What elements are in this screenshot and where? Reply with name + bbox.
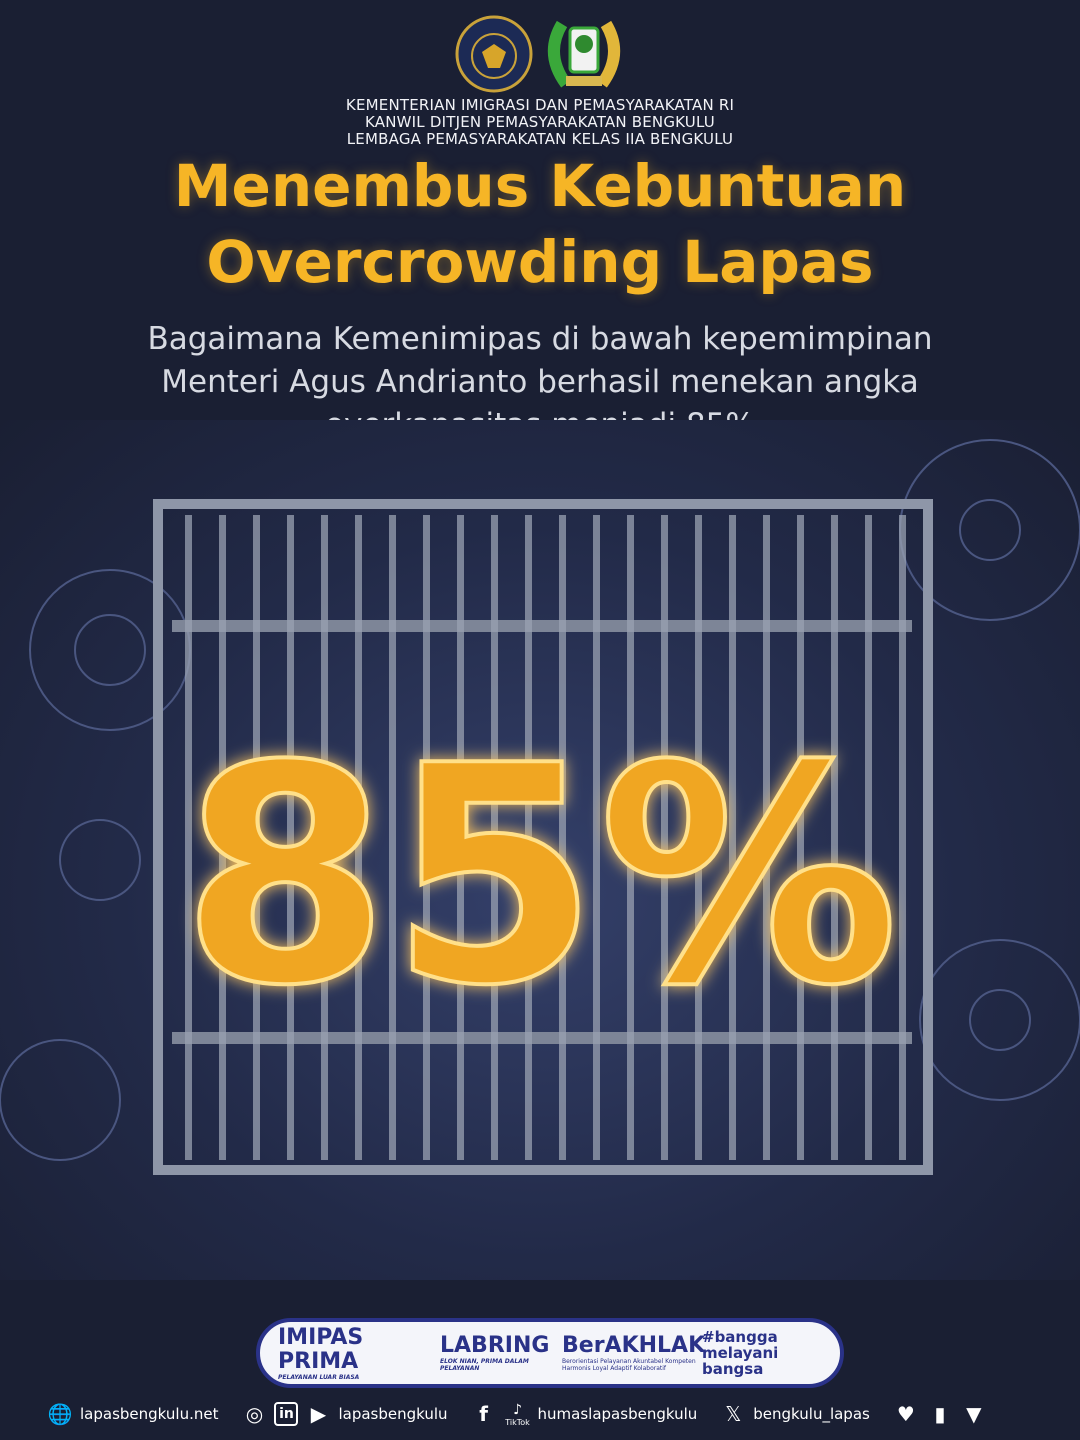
- bookmark-icon: ▮: [934, 1402, 946, 1426]
- cell-bar: [865, 515, 872, 1160]
- badges-bar: IMIPAS PRIMA PELAYANAN LUAR BIASA LABRING…: [256, 1318, 844, 1388]
- badge-name: LABRING: [440, 1333, 550, 1358]
- badge-name: IMIPAS PRIMA: [278, 1324, 364, 1374]
- social-handle[interactable]: lapasbengkulu: [338, 1405, 448, 1423]
- title-line: Menembus Kebuntuan: [173, 152, 907, 220]
- cell-bar: [695, 515, 702, 1160]
- cell-bar: [389, 515, 396, 1160]
- cell-frame: [153, 499, 933, 1175]
- cell-bar: [627, 515, 634, 1160]
- badge-name: BerAKHLAK: [562, 1333, 706, 1358]
- institution-name: KEMENTERIAN IMIGRASI DAN PEMASYARAKATAN …: [0, 97, 1080, 148]
- badge-labring: LABRING ELOK NIAN, PRIMA DALAM PELAYANAN: [440, 1333, 562, 1373]
- cell-bar: [559, 515, 566, 1160]
- cell-bar: [831, 515, 838, 1160]
- logos: [0, 14, 1080, 94]
- badge-name: #bangga melayani bangsa: [702, 1328, 779, 1378]
- overcapacity-figure: 85%: [181, 702, 899, 1051]
- institution-line: LEMBAGA PEMASYARAKATAN KELAS IIA BENGKUL…: [346, 130, 734, 148]
- illustration: 85%: [0, 420, 1080, 1280]
- social-handle[interactable]: bengkulu_lapas: [753, 1405, 870, 1423]
- subtitle-line: Bagaimana Kemenimipas di bawah kepemimpi…: [147, 321, 933, 357]
- badge-berakhlak: BerAKHLAK Berorientasi Pelayanan Akuntabe…: [562, 1333, 706, 1373]
- institution-line: KEMENTERIAN IMIGRASI DAN PEMASYARAKATAN …: [345, 96, 735, 114]
- website-link[interactable]: lapasbengkulu.net: [80, 1405, 219, 1423]
- badge-tagline: ELOK NIAN, PRIMA DALAM PELAYANAN: [440, 1358, 529, 1372]
- pemasyarakatan-emblem-icon: [547, 20, 621, 88]
- page-title: Menembus Kebuntuan Overcrowding Lapas: [0, 148, 1080, 300]
- x-icon[interactable]: 𝕏: [725, 1402, 742, 1426]
- cell-bar: [287, 515, 294, 1160]
- send-icon: ▼: [966, 1402, 982, 1426]
- cell-bar: [219, 515, 226, 1160]
- tiktok-label: TikTok: [505, 1417, 530, 1427]
- kementerian-emblem-icon: [455, 15, 533, 93]
- gear-icon: [0, 439, 1080, 1161]
- social-handle[interactable]: humaslapasbengkulu: [537, 1405, 698, 1423]
- cell-bar: [729, 515, 736, 1160]
- cell-bar: [423, 515, 430, 1160]
- institution-line: KANWIL DITJEN PEMASYARAKATAN BENGKULU: [365, 113, 715, 131]
- youtube-icon[interactable]: ▶: [310, 1402, 327, 1426]
- cell-bar: [321, 515, 328, 1160]
- cell-bar: [355, 515, 362, 1160]
- cell-bar: [797, 515, 804, 1160]
- cell-bar: [661, 515, 668, 1160]
- title-line: Overcrowding Lapas: [206, 228, 874, 296]
- cell-bar: [593, 515, 600, 1160]
- footer-social: 🌐 lapasbengkulu.net ◎ in ▶ lapasbengkulu…: [46, 1400, 1046, 1428]
- globe-icon: 🌐: [47, 1402, 73, 1426]
- cell-bar: [185, 515, 192, 1160]
- badge-tagline: PELAYANAN LUAR BIASA: [278, 1373, 360, 1381]
- cell-bar: [253, 515, 260, 1160]
- linkedin-icon[interactable]: in: [274, 1402, 299, 1426]
- cell-bar: [491, 515, 498, 1160]
- instagram-icon[interactable]: ◎: [245, 1402, 264, 1426]
- tiktok-icon[interactable]: ♪ TikTok: [505, 1401, 530, 1427]
- badge-imipas-prima: IMIPAS PRIMA PELAYANAN LUAR BIASA: [278, 1324, 440, 1381]
- cell-bar: [899, 515, 906, 1160]
- badge-tagline: Berorientasi Pelayanan Akuntabel Kompete…: [562, 1358, 696, 1372]
- heart-icon: ♥: [896, 1402, 915, 1426]
- cell-bar: [525, 515, 532, 1160]
- cell-bar: [763, 515, 770, 1160]
- cell-bar: [457, 515, 464, 1160]
- badge-bangga-melayani-bangsa: #bangga melayani bangsa: [702, 1329, 822, 1377]
- prison-bars-illustration: 85%: [0, 439, 1080, 1175]
- facebook-icon[interactable]: f: [479, 1402, 488, 1426]
- subtitle-line: Menteri Agus Andrianto berhasil menekan …: [161, 364, 919, 400]
